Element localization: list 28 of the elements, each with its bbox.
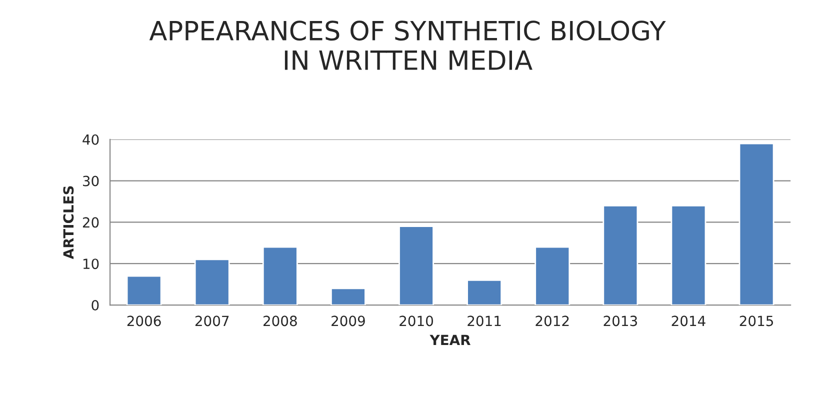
bar — [602, 204, 638, 306]
y-tick-label: 30 — [82, 176, 99, 186]
chart-title: APPEARANCES OF SYNTHETIC BIOLOGY IN WRITTEN MEDIA — [149, 20, 666, 70]
x-tick-label: 2009 — [332, 316, 365, 326]
x-tick-label: 2008 — [264, 316, 297, 326]
x-tick-label: 2011 — [468, 316, 501, 326]
x-tick-label: 2007 — [195, 316, 229, 326]
bar — [398, 226, 434, 306]
bar — [126, 275, 162, 306]
x-axis-title: YEAR — [430, 334, 471, 345]
bar — [738, 142, 774, 306]
x-tick-label: 2015 — [740, 316, 773, 326]
x-tick-label: 2014 — [672, 316, 706, 326]
bar — [534, 246, 570, 306]
bar — [670, 204, 706, 306]
y-tick-label: 20 — [82, 217, 99, 228]
y-tick-label: 0 — [92, 300, 99, 310]
bar — [330, 288, 366, 306]
y-tick-label: 40 — [82, 134, 99, 145]
x-tick-label: 2012 — [536, 316, 569, 326]
bar — [262, 246, 298, 306]
bar — [194, 258, 230, 306]
x-tick-label: 2006 — [127, 316, 161, 326]
bar — [466, 279, 502, 306]
y-tick-label: 10 — [83, 258, 99, 270]
x-tick-label: 2010 — [400, 316, 434, 326]
y-axis-title: ARTICLES — [63, 186, 74, 260]
x-tick-label: 2013 — [604, 316, 637, 326]
